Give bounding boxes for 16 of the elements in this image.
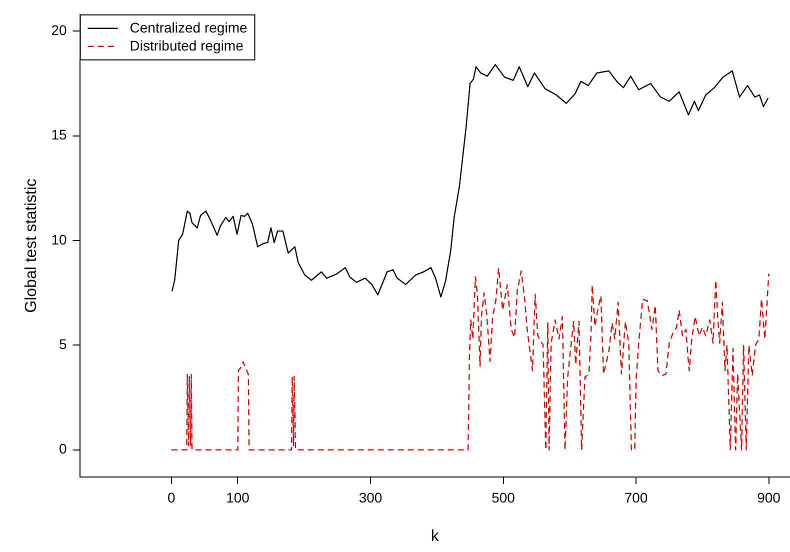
legend-label: Centralized regime [130,19,248,36]
x-tick-label: 500 [492,489,516,506]
legend-label: Distributed regime [130,37,244,54]
x-tick-label: 100 [226,489,250,506]
y-tick-label: 0 [58,440,67,457]
y-tick-label: 20 [51,22,67,38]
y-tick-label: 10 [51,231,67,248]
x-tick-label: 700 [624,489,648,506]
x-tick-label: 0 [167,489,176,506]
x-axis-title: k [430,528,440,545]
y-tick-label: 5 [58,336,67,352]
line-series [170,268,770,450]
y-tick-label: 15 [51,126,67,143]
x-tick-label: 900 [757,489,781,506]
y-axis-title: Global test statistic [23,178,40,313]
x-tick-label: 300 [358,489,382,506]
